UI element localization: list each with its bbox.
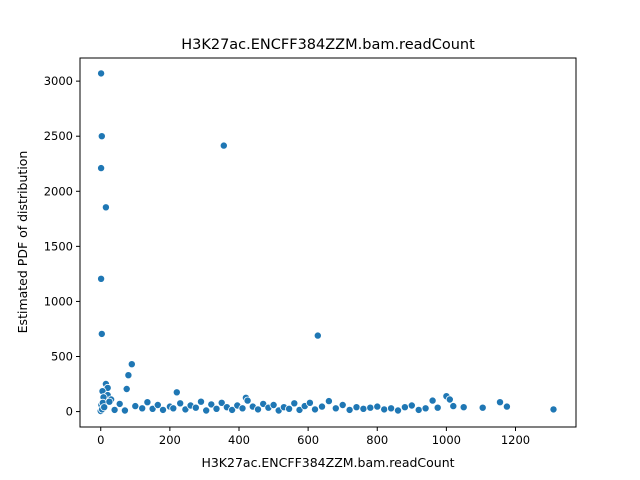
x-tick-label: 1200 [501, 433, 530, 447]
data-point [169, 404, 178, 413]
axes-frame [79, 57, 577, 428]
data-point [400, 403, 409, 412]
y-axis-ticks: 0 500 1000 1500 2000 2500 3000 [44, 74, 80, 419]
data-point [285, 404, 294, 413]
y-tick-label: 2500 [44, 129, 73, 143]
data-point [380, 405, 389, 414]
data-point [153, 400, 162, 409]
data-point [124, 371, 133, 380]
data-point [352, 403, 361, 412]
data-point [305, 398, 314, 407]
data-point [138, 404, 147, 413]
data-point [120, 406, 129, 415]
x-tick-label: 0 [97, 433, 104, 447]
data-point [105, 397, 114, 406]
data-point [428, 396, 437, 405]
x-tick-label: 600 [297, 433, 319, 447]
data-point [393, 406, 402, 415]
data-point [115, 399, 124, 408]
data-point [310, 405, 319, 414]
data-point [196, 397, 205, 406]
data-point [127, 360, 136, 369]
data-point [100, 403, 109, 412]
data-point [97, 132, 106, 141]
data-point [324, 397, 333, 406]
data-point [317, 402, 326, 411]
data-point [359, 404, 368, 413]
data-point [313, 331, 322, 340]
data-point [338, 400, 347, 409]
data-point [97, 69, 106, 78]
data-point [366, 403, 375, 412]
data-point [143, 398, 152, 407]
data-point [478, 403, 487, 412]
data-point [131, 402, 140, 411]
y-tick-label: 2000 [44, 184, 73, 198]
data-point [97, 329, 106, 338]
data-point [459, 403, 468, 412]
data-point [122, 384, 131, 393]
x-tick-label: 400 [228, 433, 250, 447]
x-axis-ticks: 0 200 400 600 800 1000 1200 [97, 427, 530, 447]
data-point [243, 396, 252, 405]
data-point [407, 401, 416, 410]
data-point [101, 203, 110, 212]
data-point [549, 405, 558, 414]
plot-area [80, 58, 576, 427]
data-point [414, 405, 423, 414]
x-axis-label: H3K27ac.ENCFF384ZZM.bam.readCount [201, 455, 454, 470]
data-point [97, 164, 106, 173]
data-point [219, 141, 228, 150]
data-point [217, 398, 226, 407]
data-point [110, 405, 119, 414]
data-point [331, 404, 340, 413]
data-points [96, 69, 558, 415]
data-point [421, 404, 430, 413]
x-tick-label: 800 [366, 433, 388, 447]
data-point [290, 399, 299, 408]
y-tick-label: 1500 [44, 239, 73, 253]
y-tick-label: 0 [66, 405, 73, 419]
x-tick-label: 1000 [432, 433, 461, 447]
data-point [387, 404, 396, 413]
data-point [253, 405, 262, 414]
data-point [97, 274, 106, 283]
data-point [238, 404, 247, 413]
data-point [191, 403, 200, 412]
data-point [228, 405, 237, 414]
data-point [373, 402, 382, 411]
data-point [207, 400, 216, 409]
y-axis-label: Estimated PDF of distribution [15, 151, 30, 334]
data-point [202, 406, 211, 415]
data-point [433, 403, 442, 412]
x-tick-label: 200 [159, 433, 181, 447]
data-point [176, 399, 185, 408]
data-point [269, 400, 278, 409]
data-point [172, 388, 181, 397]
data-point [502, 402, 511, 411]
y-tick-label: 1000 [44, 294, 73, 308]
chart-title: H3K27ac.ENCFF384ZZM.bam.readCount [181, 37, 475, 53]
data-point [345, 405, 354, 414]
data-point [158, 405, 167, 414]
y-tick-label: 500 [51, 350, 73, 364]
data-point [212, 404, 221, 413]
data-point [445, 395, 454, 404]
data-point [449, 402, 458, 411]
y-tick-label: 3000 [44, 74, 73, 88]
data-point [495, 398, 504, 407]
